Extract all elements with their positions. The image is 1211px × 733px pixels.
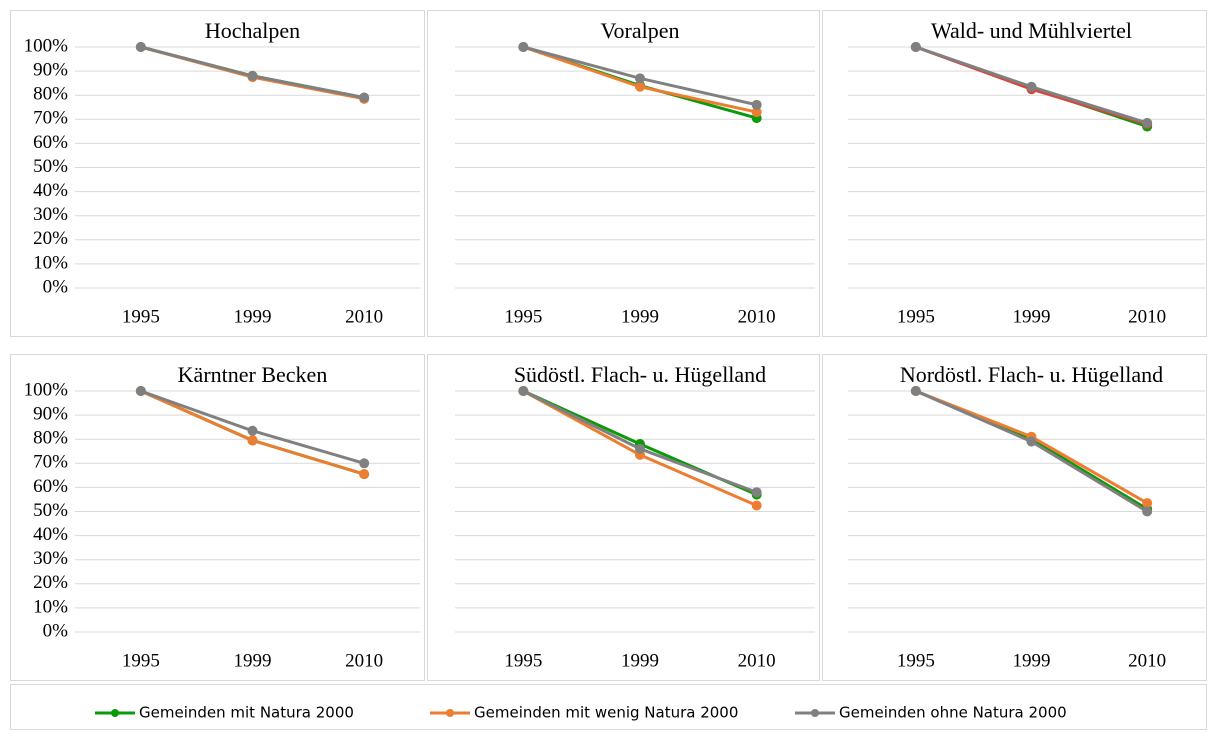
point [751, 487, 762, 498]
point [518, 42, 529, 52]
series [518, 386, 762, 500]
y-tick-label: 30% [33, 548, 68, 569]
point [359, 458, 370, 469]
x-tick-label: 1995 [897, 650, 935, 671]
x-tick-label: 2010 [738, 306, 776, 327]
x-tick-label: 1999 [621, 650, 659, 671]
series [135, 386, 370, 469]
x-tick-label: 2010 [345, 306, 383, 327]
point [135, 42, 146, 52]
series-line [915, 389, 1148, 513]
x-tick-label: 1999 [1013, 306, 1051, 327]
legend-label: Gemeinden mit wenig Natura 2000 [474, 704, 738, 722]
y-tick-label: 60% [33, 132, 68, 153]
panel-title: Hochalpen [205, 18, 300, 43]
series [518, 42, 762, 110]
point [1142, 498, 1153, 509]
panel-frame [822, 10, 1207, 337]
point [751, 107, 762, 118]
frames [10, 10, 1207, 730]
x-tick-label: 2010 [1128, 306, 1166, 327]
x-tick-label: 1995 [504, 650, 542, 671]
y-tick-label: 40% [33, 524, 68, 545]
x-tick-label: 1995 [504, 306, 542, 327]
point [359, 92, 370, 103]
y-tick-label: 50% [33, 500, 68, 521]
point [1142, 117, 1153, 128]
y-tick-label: 10% [33, 596, 68, 617]
x-tick-label: 1995 [122, 650, 160, 671]
y-tick-label: 30% [33, 204, 68, 225]
point [1026, 81, 1037, 92]
y-tick-label: 60% [33, 476, 68, 497]
y-tick-label: 0% [43, 620, 69, 641]
point [359, 469, 370, 480]
y-tick-label: 90% [33, 403, 68, 424]
panel-frame [822, 354, 1207, 681]
x-tick-label: 1995 [122, 306, 160, 327]
series [135, 42, 370, 103]
y-tick-label: 10% [33, 252, 68, 273]
legend-marker [446, 709, 454, 717]
point [635, 73, 645, 84]
legend-marker [111, 709, 119, 717]
y-tick-label: 100% [24, 379, 69, 400]
point [247, 435, 258, 446]
y-tick-label: 80% [33, 84, 68, 105]
point [910, 42, 921, 52]
point [1142, 506, 1153, 517]
y-tick-label: 0% [43, 276, 69, 297]
y-tick-label: 80% [33, 428, 68, 449]
y-tick-label: 20% [33, 228, 68, 249]
y-tick-label: 40% [33, 180, 68, 201]
point [247, 70, 258, 81]
panel-title: Südöstl. Flach- u. Hügelland [514, 362, 766, 387]
x-tick-label: 1999 [234, 306, 272, 327]
panel-title: Voralpen [600, 18, 679, 43]
series [910, 386, 1153, 517]
point [247, 425, 258, 436]
legend-label: Gemeinden ohne Natura 2000 [839, 704, 1067, 722]
series [518, 386, 762, 498]
point [635, 443, 645, 454]
point [135, 386, 146, 396]
x-tick-label: 1999 [1013, 650, 1051, 671]
x-tick-label: 1999 [234, 650, 272, 671]
point [910, 386, 921, 396]
panel-title: Kärntner Becken [178, 362, 328, 387]
y-tick-label: 70% [33, 108, 68, 129]
legend-frame [10, 684, 1207, 730]
y-tick-label: 70% [33, 452, 68, 473]
point [1026, 436, 1037, 447]
y-tick-label: 20% [33, 572, 68, 593]
point [518, 386, 529, 396]
panel-title: Wald- und Mühlviertel [931, 18, 1132, 43]
point [751, 500, 762, 511]
point [751, 99, 762, 110]
legend-marker [811, 709, 819, 717]
panel-frame [10, 10, 425, 337]
y-tick-label: 90% [33, 59, 68, 80]
point [635, 81, 645, 92]
x-tick-label: 2010 [345, 650, 383, 671]
panel-title: Nordöstl. Flach- u. Hügelland [900, 362, 1163, 387]
panel-frame [10, 354, 425, 681]
x-tick-label: 2010 [738, 650, 776, 671]
x-tick-label: 1999 [621, 306, 659, 327]
x-tick-label: 2010 [1128, 650, 1166, 671]
series [910, 42, 1153, 128]
panel-frame [427, 354, 820, 681]
y-tick-label: 100% [24, 35, 69, 56]
legend-label: Gemeinden mit Natura 2000 [139, 704, 354, 722]
x-tick-label: 1995 [897, 306, 935, 327]
y-tick-label: 50% [33, 156, 68, 177]
panel-frame [427, 10, 820, 337]
